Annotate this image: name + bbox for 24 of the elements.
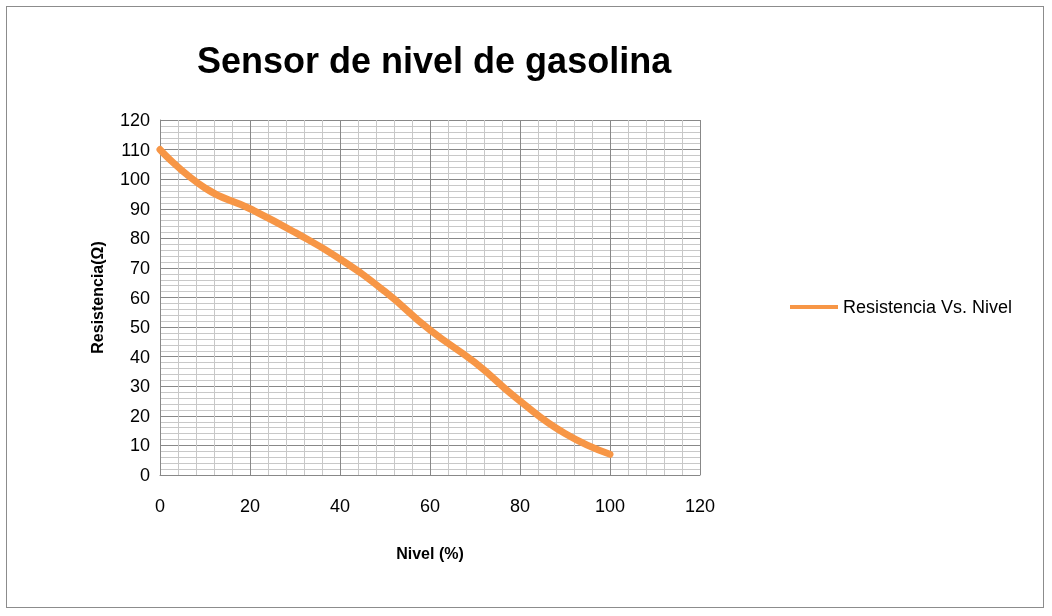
y-tick-label: 100	[119, 169, 150, 190]
chart-title: Sensor de nivel de gasolina	[197, 39, 673, 81]
x-axis-title: Nivel (%)	[396, 544, 464, 562]
y-tick-label: 30	[129, 376, 150, 397]
x-tick-label: 120	[684, 496, 716, 516]
y-tick-label: 120	[119, 110, 150, 130]
y-tick-label: 0	[139, 465, 150, 485]
x-tick-label: 40	[329, 496, 351, 516]
y-tick-label: 90	[129, 198, 150, 219]
legend-label: Resistencia Vs. Nivel	[843, 297, 1013, 317]
y-axis-title: Resistencia(Ω)	[88, 241, 106, 354]
x-tick-label: 60	[419, 496, 441, 516]
y-tick-label: 20	[129, 405, 150, 426]
y-tick-label: 40	[129, 346, 150, 367]
x-tick-label: 0	[154, 496, 166, 516]
x-tick-label: 100	[594, 496, 626, 516]
y-tick-label: 60	[129, 287, 150, 308]
x-tick-label: 80	[509, 496, 531, 516]
y-tick-label: 50	[129, 317, 150, 338]
y-tick-label: 70	[129, 257, 150, 278]
y-tick-label: 80	[129, 228, 150, 249]
y-tick-label: 110	[121, 139, 150, 160]
y-tick-label: 10	[129, 435, 150, 456]
x-tick-label: 20	[239, 496, 261, 516]
